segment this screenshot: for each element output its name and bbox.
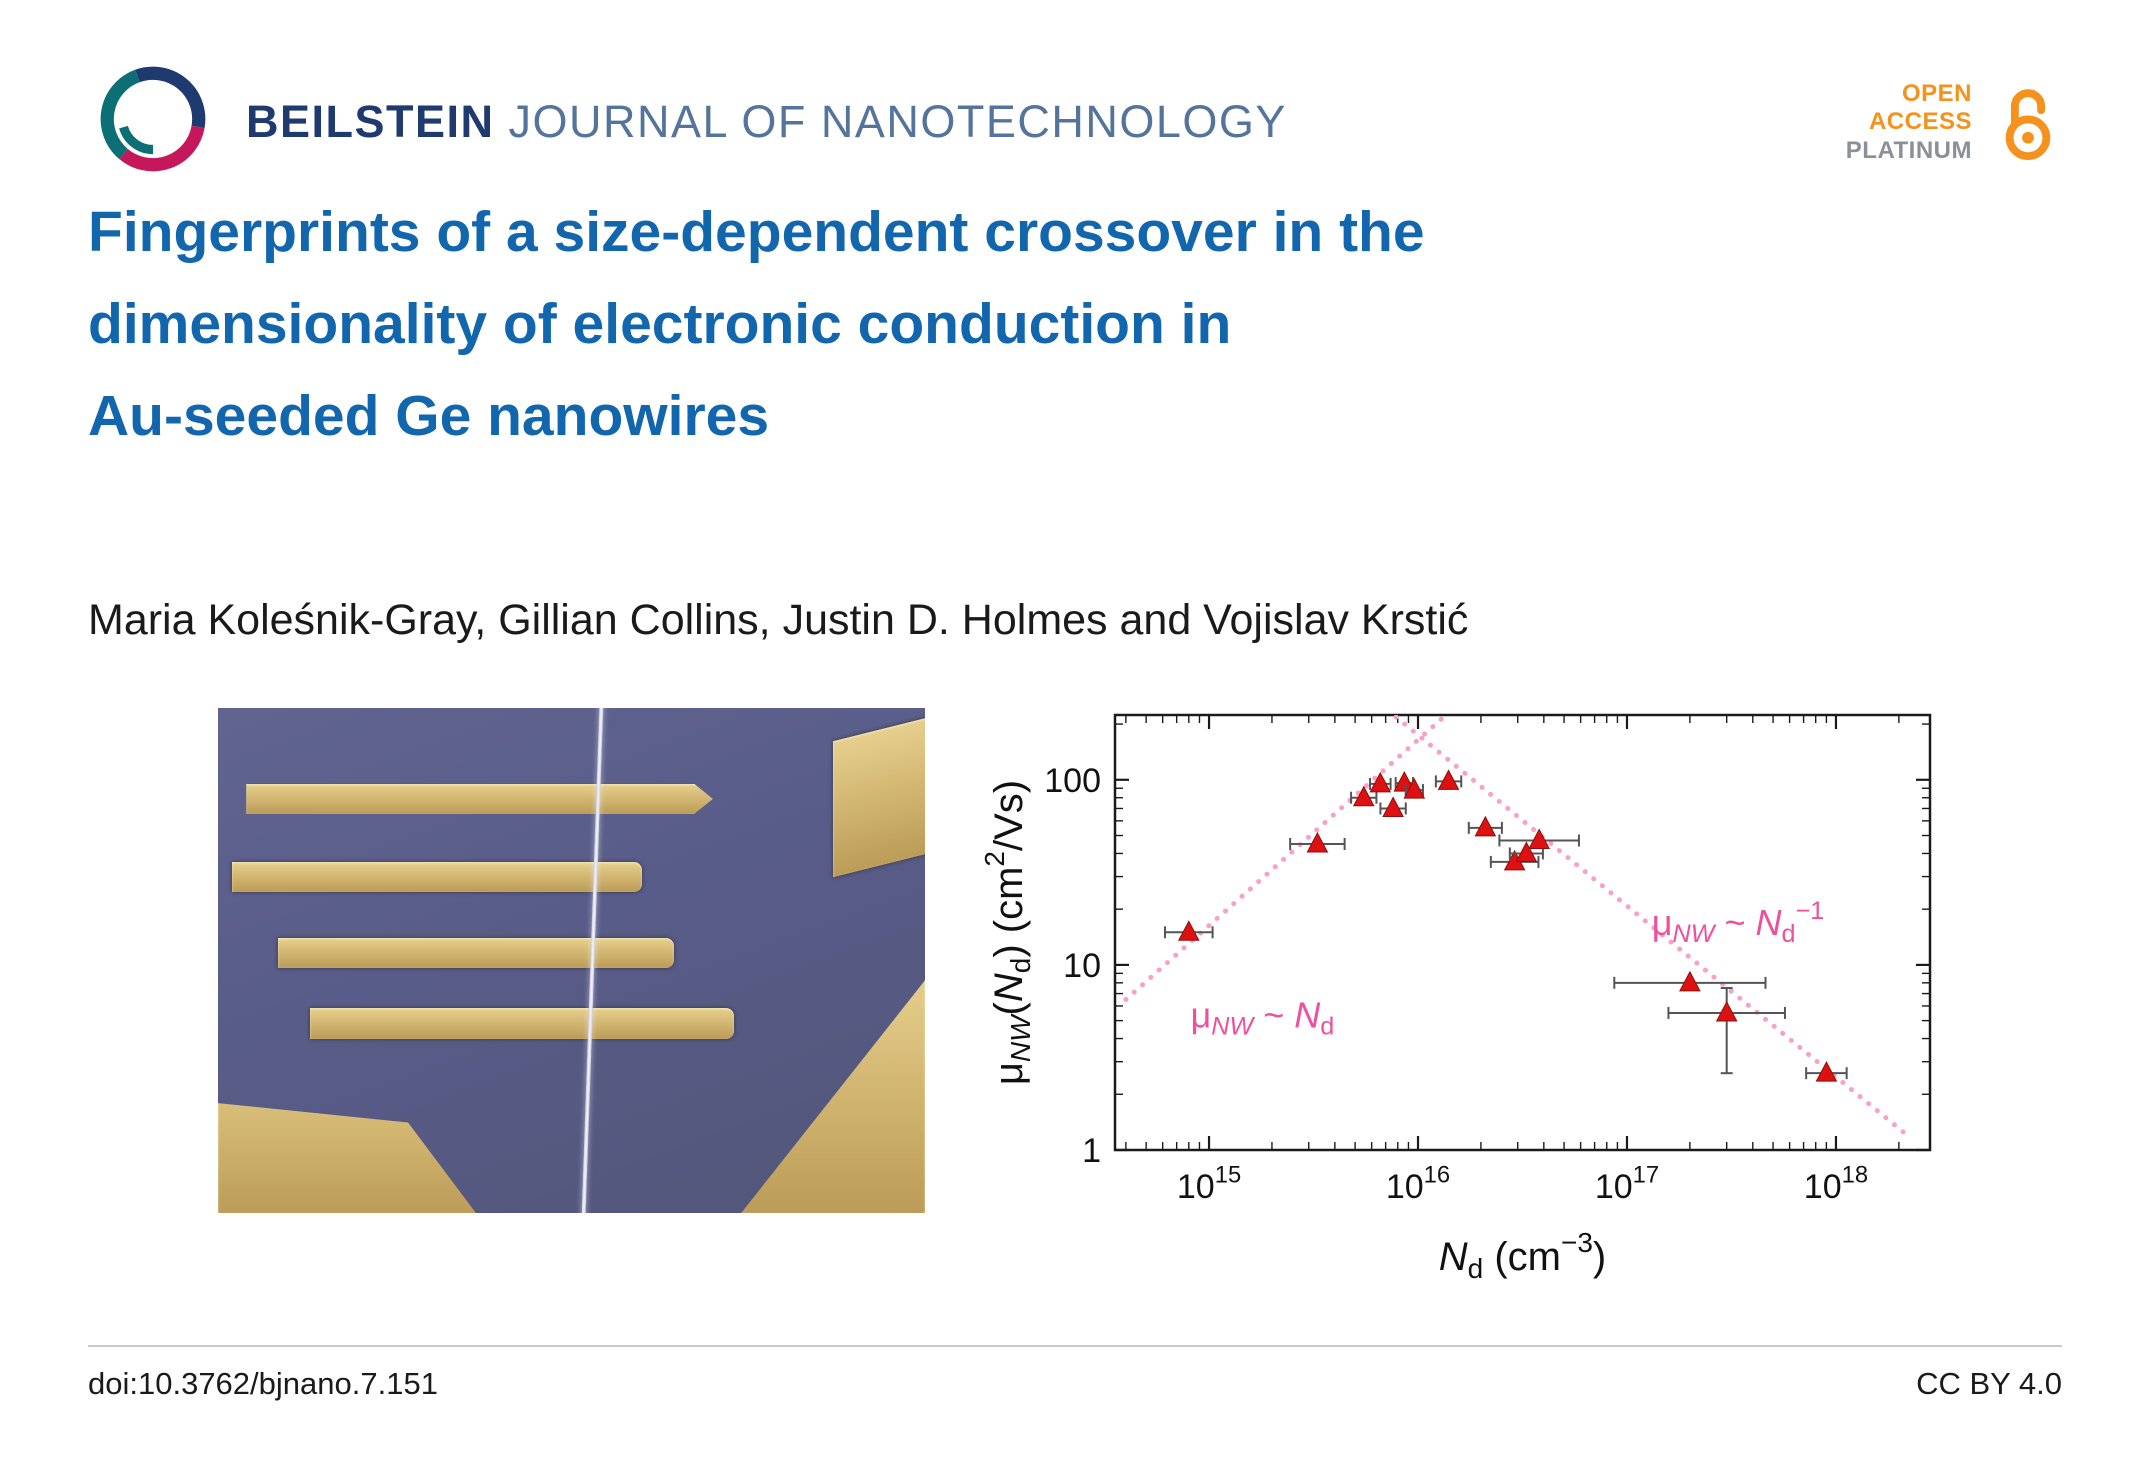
- open-access-open-label: OPEN: [1901, 80, 1972, 107]
- svg-text:1018: 1018: [1804, 1162, 1868, 1206]
- sem-micrograph-image: [218, 708, 925, 1213]
- journal-name: BEILSTEIN JOURNAL OF NANOTECHNOLOGY: [246, 82, 1287, 162]
- gold-electrode: [278, 937, 674, 969]
- article-title-line3: Au-seeded Ge nanowires: [88, 384, 770, 448]
- mobility-vs-doping-chart: 1015 1016 1017 1018 1 10 100 Nd (cm−3) μNW(Nd) (…: [979, 695, 1970, 1315]
- gold-electrode: [833, 714, 925, 878]
- journal-name-rest: JOURNAL OF NANOTECHNOLOGY: [494, 96, 1287, 147]
- chart-canvas: 1015 1016 1017 1018 1 10 100 Nd (cm−3) μNW(Nd) (…: [979, 713, 1932, 1284]
- gold-contact-pad: [218, 1103, 476, 1213]
- gold-contact-pad: [741, 980, 925, 1213]
- svg-text:10: 10: [1063, 947, 1101, 985]
- article-title-line2: dimensionality of electronic conduction …: [88, 292, 1232, 356]
- svg-text:1015: 1015: [1177, 1162, 1241, 1206]
- license-text: CC BY 4.0: [1916, 1366, 2062, 1401]
- svg-text:1016: 1016: [1386, 1162, 1450, 1206]
- open-access-text: OPEN ACCESS PLATINUM: [1846, 80, 1972, 165]
- svg-text:100: 100: [1044, 762, 1101, 800]
- svg-text:μNW ~ Nd: μNW ~ Nd: [1191, 994, 1335, 1040]
- svg-text:μNW(Nd) (cm2/Vs): μNW(Nd) (cm2/Vs): [980, 780, 1036, 1085]
- gold-electrode: [309, 1008, 735, 1039]
- footer-divider: [88, 1345, 2062, 1347]
- svg-text:1017: 1017: [1595, 1162, 1659, 1206]
- article-authors: Maria Koleśnik-Gray, Gillian Collins, Ju…: [88, 596, 1469, 644]
- open-access-lock-icon: [2005, 89, 2051, 161]
- open-access-access-label: ACCESS: [1868, 108, 1972, 136]
- open-access-platinum-label: PLATINUM: [1845, 136, 1972, 164]
- open-access-badge: OPEN ACCESS PLATINUM: [1846, 80, 2070, 165]
- svg-text:μNW ~ Nd−1: μNW ~ Nd−1: [1652, 897, 1824, 948]
- journal-name-bold: BEILSTEIN: [246, 96, 495, 147]
- doi-text: doi:10.3762/bjnano.7.151: [88, 1366, 438, 1401]
- svg-text:1: 1: [1082, 1132, 1101, 1170]
- gold-electrode: [232, 862, 643, 893]
- beilstein-logo: [92, 58, 214, 180]
- article-title: Fingerprints of a size-dependent crossov…: [88, 186, 1838, 462]
- beilstein-logo-swirl-icon: [100, 66, 206, 172]
- gold-electrode: [246, 783, 713, 815]
- article-title-line1: Fingerprints of a size-dependent crossov…: [88, 200, 1425, 264]
- svg-text:Nd (cm−3): Nd (cm−3): [1439, 1227, 1607, 1284]
